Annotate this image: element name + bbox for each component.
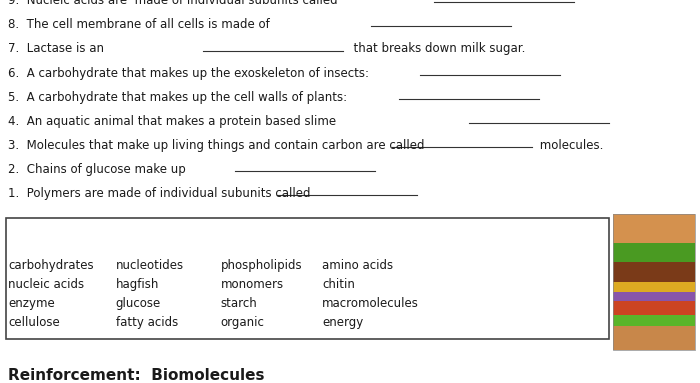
Text: that breaks down milk sugar.: that breaks down milk sugar. [346, 43, 526, 56]
Text: organic: organic [220, 316, 265, 329]
Text: monomers: monomers [220, 278, 284, 291]
Text: macromolecules: macromolecules [322, 297, 419, 310]
Text: 5.  A carbohydrate that makes up the cell walls of plants:: 5. A carbohydrate that makes up the cell… [8, 91, 351, 104]
Text: chitin: chitin [322, 278, 355, 291]
Text: 9.  Nucleic acids are  made of individual subunits called: 9. Nucleic acids are made of individual … [8, 0, 342, 7]
Text: energy: energy [322, 316, 363, 329]
Bar [612, 326, 695, 350]
Text: 7.  Lactase is an: 7. Lactase is an [8, 43, 108, 56]
FancyBboxPatch shape [6, 218, 609, 339]
Text: Reinforcement:  Biomolecules: Reinforcement: Biomolecules [8, 368, 265, 383]
Text: 6.  A carbohydrate that makes up the exoskeleton of insects:: 6. A carbohydrate that makes up the exos… [8, 67, 373, 80]
Text: carbohydrates: carbohydrates [8, 259, 94, 272]
Bar [612, 292, 695, 301]
Bar [612, 301, 695, 315]
Text: 1.  Polymers are made of individual subunits called: 1. Polymers are made of individual subun… [8, 187, 314, 200]
Text: 3.  Molecules that make up living things and contain carbon are called: 3. Molecules that make up living things … [8, 139, 428, 152]
Bar [612, 262, 695, 283]
Text: hagfish: hagfish [116, 278, 159, 291]
Text: 8.  The cell membrane of all cells is made of: 8. The cell membrane of all cells is mad… [8, 18, 274, 31]
Text: starch: starch [220, 297, 258, 310]
Text: glucose: glucose [116, 297, 161, 310]
Text: nucleotides: nucleotides [116, 259, 183, 272]
Text: molecules.: molecules. [536, 139, 603, 152]
Bar [612, 214, 695, 243]
Bar [612, 243, 695, 262]
Text: 2.  Chains of glucose make up: 2. Chains of glucose make up [8, 163, 190, 176]
Bar [612, 315, 695, 326]
Text: cellulose: cellulose [8, 316, 60, 329]
Text: enzyme: enzyme [8, 297, 55, 310]
Text: nucleic acids: nucleic acids [8, 278, 85, 291]
Text: phospholipids: phospholipids [220, 259, 302, 272]
Bar [612, 283, 695, 292]
Text: fatty acids: fatty acids [116, 316, 178, 329]
Text: amino acids: amino acids [322, 259, 393, 272]
Text: 4.  An aquatic animal that makes a protein based slime: 4. An aquatic animal that makes a protei… [8, 115, 340, 128]
